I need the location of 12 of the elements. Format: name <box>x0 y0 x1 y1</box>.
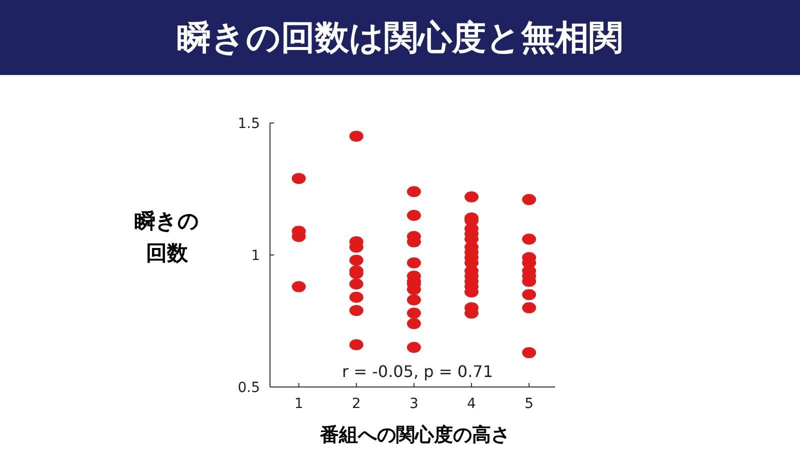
chart-title: 瞬きの回数は関心度と無相関 <box>0 0 800 75</box>
y-tick-label: 1 <box>251 248 260 264</box>
annotation: r = -0.05, p = 0.71 <box>342 362 494 381</box>
y-tick-label: 0.5 <box>238 380 260 396</box>
x-tick-label: 5 <box>524 396 534 412</box>
x-tick-label: 3 <box>409 396 418 412</box>
x-axis-title: 番組への関心度の高さ <box>319 423 511 448</box>
y-axis-title: 瞬きの回数 <box>134 208 200 267</box>
x-tick-label: 4 <box>467 396 476 412</box>
y-tick-label: 1.5 <box>238 116 260 132</box>
x-tick-label: 2 <box>352 396 361 412</box>
x-tick-label: 1 <box>294 396 304 412</box>
